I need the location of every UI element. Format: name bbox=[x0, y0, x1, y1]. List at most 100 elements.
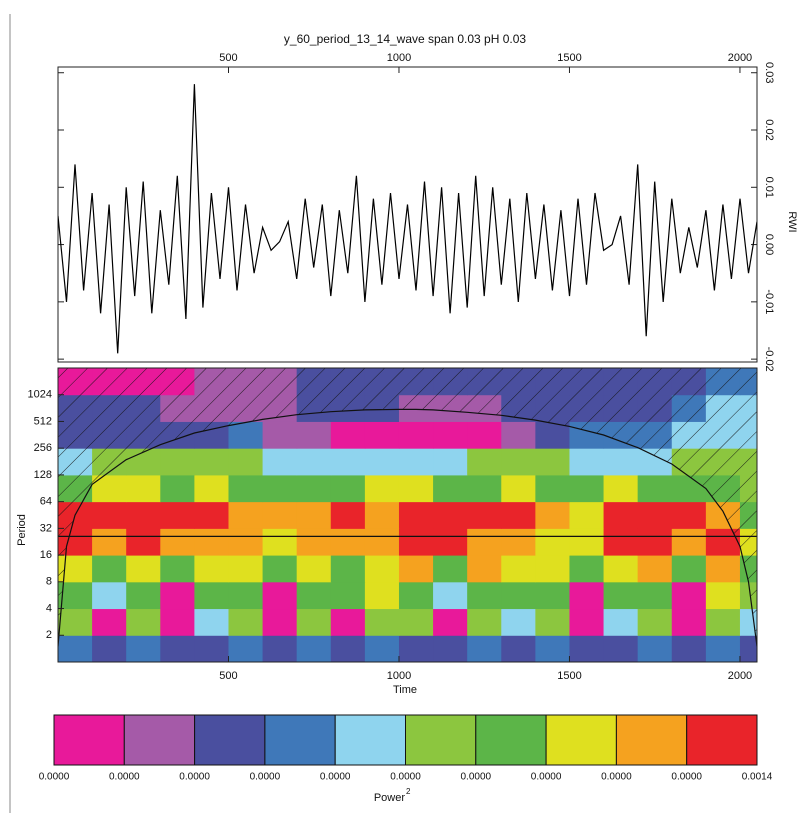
heatmap-cell bbox=[501, 608, 536, 636]
colorbar-label: 0.0000 bbox=[531, 772, 562, 783]
heatmap-cell bbox=[569, 581, 605, 610]
coi-line bbox=[58, 408, 757, 647]
heatmap-cell bbox=[398, 581, 434, 610]
heatmap-cell bbox=[194, 555, 229, 583]
chart-title: y_60_period_13_14_wave span 0.03 pH 0.03 bbox=[284, 32, 527, 46]
heatmap-cell bbox=[535, 474, 570, 503]
heatmap-cell bbox=[262, 581, 298, 610]
heatmap-cell bbox=[671, 581, 707, 610]
x-tick-label: 1500 bbox=[557, 52, 581, 64]
heatmap-cell bbox=[364, 555, 400, 583]
heatmap-cell bbox=[296, 474, 332, 503]
heatmap-cell bbox=[92, 581, 127, 610]
heatmap-cell bbox=[603, 474, 639, 503]
heatmap-cell bbox=[228, 635, 264, 662]
heatmap-cell bbox=[126, 501, 161, 529]
heatmap-cell bbox=[364, 528, 400, 556]
heatmap-cell bbox=[535, 608, 570, 636]
colorbar-label: 0.0014 bbox=[742, 772, 773, 783]
heatmap-cell bbox=[398, 474, 434, 503]
heatmap-cell bbox=[160, 501, 195, 529]
y-tick-label: 64 bbox=[40, 496, 52, 508]
heatmap-cell bbox=[603, 608, 639, 636]
heatmap-cell bbox=[569, 501, 605, 529]
heatmap-cell bbox=[433, 474, 468, 503]
heatmap-cell bbox=[228, 555, 264, 583]
heatmap-cell bbox=[296, 555, 332, 583]
colorbar-label: 0.0000 bbox=[390, 772, 421, 783]
heatmap-cell bbox=[194, 448, 229, 476]
heatmap-cell bbox=[296, 635, 332, 662]
heatmap-cell bbox=[535, 501, 570, 529]
colorbar-swatch bbox=[264, 714, 336, 766]
heatmap-cell bbox=[535, 635, 570, 662]
colorbar-label: 0.0000 bbox=[179, 772, 210, 783]
heatmap-cell bbox=[398, 608, 434, 636]
heatmap-cell bbox=[330, 528, 366, 556]
colorbar-swatch bbox=[123, 714, 196, 766]
x-axis-label: Time bbox=[393, 684, 417, 696]
x-tick-label: 1500 bbox=[557, 670, 581, 682]
heatmap-cell bbox=[262, 474, 298, 503]
heatmap-cell bbox=[398, 635, 434, 662]
heatmap-cell bbox=[535, 448, 570, 476]
y-tick-label: -0.01 bbox=[763, 289, 775, 314]
x-tick-label: 2000 bbox=[728, 52, 752, 64]
heatmap-cell bbox=[569, 608, 605, 636]
colorbar-swatch bbox=[686, 714, 758, 766]
heatmap-cell bbox=[330, 635, 366, 662]
heatmap-cell bbox=[194, 528, 229, 556]
heatmap-cell bbox=[739, 635, 757, 662]
heatmap-cell bbox=[705, 608, 741, 636]
x-tick-label: 1000 bbox=[387, 52, 411, 64]
heatmap-cell bbox=[705, 635, 741, 662]
heatmap-cell bbox=[569, 555, 605, 583]
heatmap-cell bbox=[228, 581, 264, 610]
heatmap-cell bbox=[126, 474, 161, 503]
heatmap-cell bbox=[398, 555, 434, 583]
heatmap-cell bbox=[296, 581, 332, 610]
heatmap-cell bbox=[433, 421, 468, 449]
heatmap-cell bbox=[364, 448, 400, 476]
colorbar-label: 0.0000 bbox=[320, 772, 351, 783]
heatmap-cell bbox=[364, 421, 400, 449]
heatmap-cell bbox=[637, 635, 673, 662]
plot-frame bbox=[57, 66, 758, 363]
heatmap-cell bbox=[603, 555, 639, 583]
heatmap-cell bbox=[126, 528, 161, 556]
colorbar-swatch bbox=[545, 714, 617, 766]
y-axis-label: Period bbox=[16, 514, 28, 546]
heatmap-cell bbox=[637, 581, 673, 610]
y-axis-label: RWI bbox=[786, 211, 798, 232]
heatmap-cell bbox=[58, 581, 93, 610]
y-tick-label: 128 bbox=[34, 469, 52, 481]
heatmap-cell bbox=[637, 474, 673, 503]
colorbar-label: 0.0000 bbox=[461, 772, 492, 783]
heatmap-cell bbox=[501, 555, 536, 583]
heatmap-cell bbox=[398, 528, 434, 556]
heatmap-cell bbox=[637, 608, 673, 636]
heatmap-cell bbox=[262, 421, 298, 449]
colorbar-swatch bbox=[194, 714, 266, 766]
x-tick-label: 500 bbox=[219, 670, 237, 682]
heatmap-cell bbox=[603, 635, 639, 662]
heatmap-cell bbox=[228, 474, 264, 503]
heatmap-cell bbox=[160, 448, 195, 476]
heatmap-cell bbox=[364, 608, 400, 636]
heatmap-cell bbox=[671, 555, 707, 583]
colorbar-title-exponent: 2 bbox=[406, 787, 411, 796]
heatmap-cell bbox=[637, 528, 673, 556]
y-tick-label: 2 bbox=[46, 629, 52, 641]
heatmap-cell bbox=[705, 581, 741, 610]
heatmap-cell bbox=[330, 608, 366, 636]
heatmap-cell bbox=[501, 501, 536, 529]
y-tick-label: 0.01 bbox=[763, 177, 775, 198]
colorbar-swatch bbox=[334, 714, 407, 766]
heatmap-cell bbox=[194, 581, 229, 610]
heatmap-cell bbox=[262, 608, 298, 636]
heatmap-cell bbox=[467, 474, 502, 503]
heatmap-cell bbox=[296, 608, 332, 636]
heatmap-cell bbox=[398, 448, 434, 476]
heatmap-cell bbox=[160, 528, 195, 556]
